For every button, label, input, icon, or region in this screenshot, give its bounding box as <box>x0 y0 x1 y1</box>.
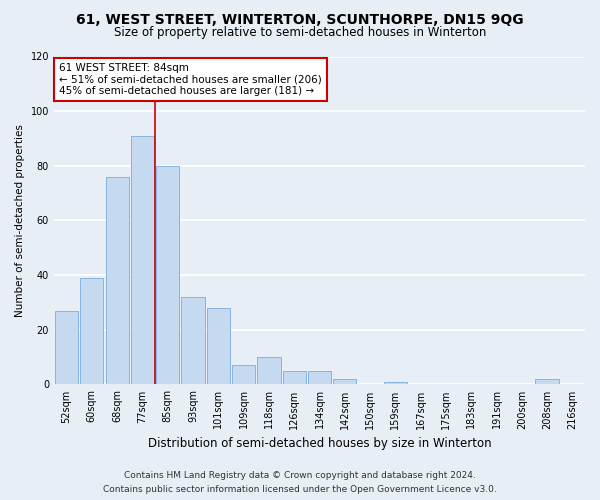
X-axis label: Distribution of semi-detached houses by size in Winterton: Distribution of semi-detached houses by … <box>148 437 491 450</box>
Text: Contains HM Land Registry data © Crown copyright and database right 2024.
Contai: Contains HM Land Registry data © Crown c… <box>103 472 497 494</box>
Bar <box>383 382 407 384</box>
Bar <box>232 366 255 384</box>
Bar <box>535 379 559 384</box>
Bar <box>55 310 78 384</box>
Text: 61 WEST STREET: 84sqm
← 51% of semi-detached houses are smaller (206)
45% of sem: 61 WEST STREET: 84sqm ← 51% of semi-deta… <box>59 63 322 96</box>
Bar <box>308 371 331 384</box>
Bar <box>156 166 179 384</box>
Bar <box>80 278 103 384</box>
Bar <box>333 379 356 384</box>
Bar <box>257 357 281 384</box>
Text: Size of property relative to semi-detached houses in Winterton: Size of property relative to semi-detach… <box>114 26 486 39</box>
Bar <box>131 136 154 384</box>
Bar <box>181 297 205 384</box>
Bar <box>106 176 129 384</box>
Y-axis label: Number of semi-detached properties: Number of semi-detached properties <box>15 124 25 317</box>
Bar <box>283 371 306 384</box>
Bar <box>206 308 230 384</box>
Text: 61, WEST STREET, WINTERTON, SCUNTHORPE, DN15 9QG: 61, WEST STREET, WINTERTON, SCUNTHORPE, … <box>76 12 524 26</box>
